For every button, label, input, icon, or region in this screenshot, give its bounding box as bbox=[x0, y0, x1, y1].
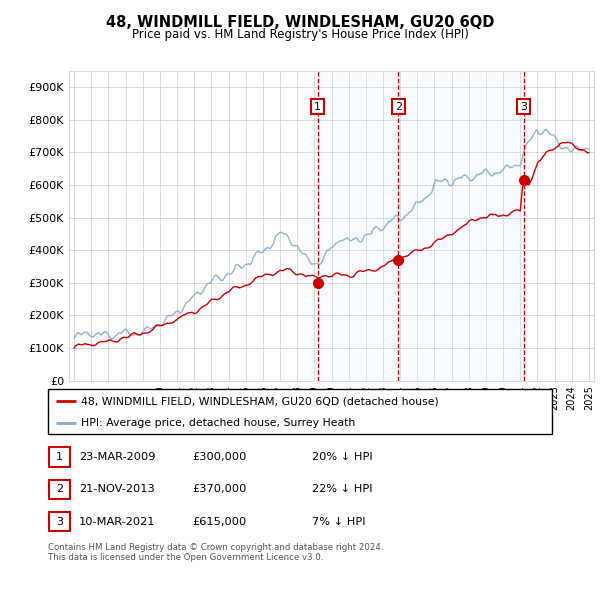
Text: 3: 3 bbox=[56, 517, 63, 527]
Text: 10-MAR-2021: 10-MAR-2021 bbox=[79, 517, 156, 527]
FancyBboxPatch shape bbox=[49, 512, 70, 532]
Text: 2: 2 bbox=[395, 101, 402, 112]
Text: HPI: Average price, detached house, Surrey Heath: HPI: Average price, detached house, Surr… bbox=[81, 418, 355, 428]
Text: £300,000: £300,000 bbox=[192, 452, 247, 462]
Text: 1: 1 bbox=[56, 452, 63, 462]
Text: 1: 1 bbox=[314, 101, 321, 112]
Text: £370,000: £370,000 bbox=[192, 484, 247, 494]
FancyBboxPatch shape bbox=[48, 389, 552, 434]
Text: 23-MAR-2009: 23-MAR-2009 bbox=[79, 452, 156, 462]
Text: 7% ↓ HPI: 7% ↓ HPI bbox=[312, 517, 365, 527]
Text: 20% ↓ HPI: 20% ↓ HPI bbox=[312, 452, 373, 462]
Text: 2: 2 bbox=[56, 484, 63, 494]
Text: £615,000: £615,000 bbox=[192, 517, 246, 527]
Bar bbox=[318, 71, 524, 381]
Text: 22% ↓ HPI: 22% ↓ HPI bbox=[312, 484, 373, 494]
Text: 48, WINDMILL FIELD, WINDLESHAM, GU20 6QD: 48, WINDMILL FIELD, WINDLESHAM, GU20 6QD bbox=[106, 15, 494, 30]
Text: 21-NOV-2013: 21-NOV-2013 bbox=[79, 484, 155, 494]
Text: Price paid vs. HM Land Registry's House Price Index (HPI): Price paid vs. HM Land Registry's House … bbox=[131, 28, 469, 41]
FancyBboxPatch shape bbox=[49, 480, 70, 499]
Text: 48, WINDMILL FIELD, WINDLESHAM, GU20 6QD (detached house): 48, WINDMILL FIELD, WINDLESHAM, GU20 6QD… bbox=[81, 396, 439, 407]
FancyBboxPatch shape bbox=[49, 447, 70, 467]
Text: Contains HM Land Registry data © Crown copyright and database right 2024.
This d: Contains HM Land Registry data © Crown c… bbox=[48, 543, 383, 562]
Text: 3: 3 bbox=[520, 101, 527, 112]
